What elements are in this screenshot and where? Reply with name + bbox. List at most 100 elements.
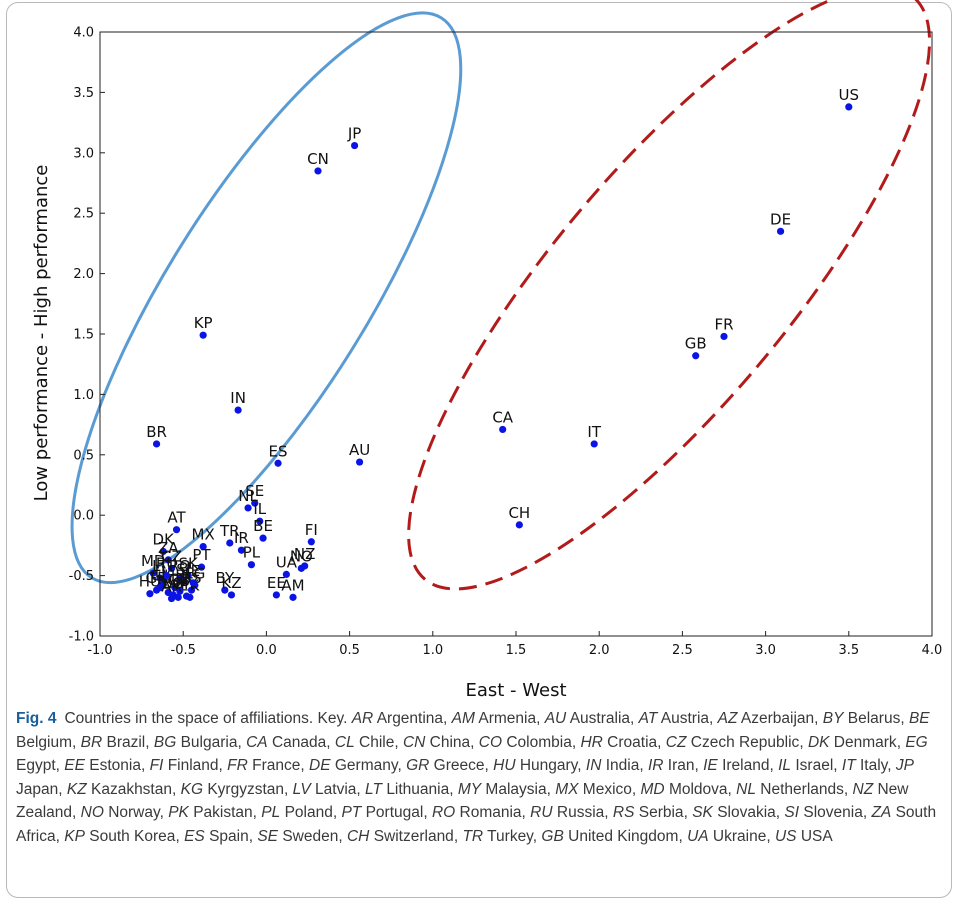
- point-label: IN: [230, 389, 246, 407]
- point-label: NO: [290, 547, 313, 565]
- key-country: Japan: [16, 780, 59, 798]
- data-point-ir: IR: [234, 529, 249, 554]
- point-label: ES: [269, 442, 288, 460]
- y-tick-label: 2.0: [73, 267, 94, 282]
- data-point-nl: NL: [238, 487, 259, 512]
- data-point-md: MD: [141, 552, 166, 577]
- key-code: GR: [406, 757, 430, 774]
- data-point-si: SI: [176, 561, 190, 586]
- data-point-cz: CZ: [161, 547, 182, 572]
- point-label: DE: [770, 210, 791, 228]
- east-group-ellipse: [70, 11, 463, 585]
- figure-label: Fig. 4: [16, 710, 57, 727]
- point-marker: [289, 593, 297, 601]
- figure-frame: [6, 2, 952, 898]
- point-label: NL: [238, 487, 258, 505]
- key-country: Denmark: [833, 733, 897, 751]
- key-country: Estonia: [89, 757, 141, 774]
- key-country: France: [252, 757, 301, 774]
- data-point-br: BR: [146, 423, 167, 448]
- data-point-dk: DK: [153, 530, 176, 556]
- key-country: Netherlands: [760, 780, 844, 798]
- x-axis-title: East - West: [465, 680, 566, 701]
- point-label: CN: [307, 150, 329, 168]
- point-label: AZ: [168, 576, 189, 594]
- caption-key: AR Argentina, AM Armenia, AU Australia, …: [16, 710, 937, 845]
- west-group-ellipse: [407, 0, 932, 591]
- point-label: PT: [192, 546, 211, 564]
- data-point-fi: FI: [305, 521, 318, 546]
- point-label: AM: [281, 576, 304, 594]
- key-code: HU: [493, 757, 516, 774]
- point-label: GB: [685, 335, 707, 353]
- key-code: MD: [640, 780, 665, 798]
- key-code: IN: [585, 757, 602, 774]
- point-label: TR: [219, 522, 240, 540]
- key-code: BY: [822, 710, 844, 727]
- key-code: CL: [334, 733, 355, 751]
- point-label: CH: [508, 504, 530, 522]
- key-code: FI: [149, 757, 164, 774]
- point-marker: [355, 458, 364, 466]
- key-code: CN: [402, 733, 426, 751]
- point-marker: [256, 517, 264, 525]
- point-label: ZA: [158, 539, 179, 557]
- key-country: Chile: [359, 733, 395, 751]
- key-country: Switzerland: [373, 827, 454, 845]
- point-label: GR: [146, 569, 168, 587]
- point-marker: [590, 440, 598, 448]
- key-code: KP: [64, 827, 85, 845]
- key-country: Austria: [660, 710, 710, 727]
- data-point-no: NO: [290, 547, 313, 572]
- data-point-cn: CN: [307, 150, 329, 175]
- x-tick-label: 3.5: [838, 643, 859, 658]
- key-country: Australia: [569, 710, 631, 727]
- point-marker: [164, 588, 172, 597]
- data-point-kp: KP: [194, 314, 213, 339]
- point-marker: [167, 564, 176, 572]
- key-code: AR: [351, 710, 374, 727]
- data-point-il: IL: [253, 500, 267, 525]
- key-code: ES: [184, 827, 205, 845]
- point-label: MD: [141, 552, 166, 570]
- axes: -1.0 -0.5 0.0 0.5 1.0 1.5 2.0 2.5 3.0 3.5 4.0 -1.0 -…: [69, 26, 943, 659]
- data-point-in: IN: [230, 389, 246, 414]
- point-label: IE: [186, 562, 200, 580]
- key-code: PK: [168, 804, 189, 821]
- point-marker: [234, 406, 242, 414]
- point-label: AU: [349, 441, 370, 459]
- key-country: Kyrgyzstan: [207, 780, 284, 798]
- x-tick-label: 1.5: [506, 643, 527, 658]
- key-country: South Korea: [89, 827, 176, 845]
- data-point-at: AT: [167, 509, 187, 534]
- point-marker: [189, 579, 197, 587]
- data-point-cl: CL: [150, 567, 170, 592]
- key-country: Poland: [284, 804, 333, 821]
- point-marker: [226, 539, 234, 547]
- key-code: SE: [257, 827, 279, 845]
- data-point-ie: IE: [186, 562, 200, 587]
- key-country: Hungary: [519, 757, 578, 774]
- data-point-ua: UA: [276, 553, 298, 578]
- key-code: ZA: [871, 804, 892, 821]
- key-code: CA: [246, 733, 268, 751]
- y-tick-label: 2.5: [73, 207, 94, 222]
- key-code: NL: [736, 780, 756, 798]
- point-label: BE: [253, 517, 273, 535]
- key-code: IT: [841, 757, 856, 774]
- point-label: BR: [146, 423, 167, 441]
- data-point-pt: PT: [192, 546, 211, 571]
- point-label: CZ: [161, 547, 182, 565]
- point-label: EE: [267, 574, 286, 592]
- key-code: IR: [647, 757, 664, 774]
- data-point-es: ES: [269, 442, 288, 467]
- x-tick-label: 1.0: [422, 643, 443, 658]
- point-label: SK: [179, 555, 200, 573]
- key-country: United Kingdom: [568, 827, 679, 845]
- point-label: CA: [492, 408, 513, 426]
- point-label: DK: [153, 530, 176, 548]
- data-point-be: BE: [253, 517, 273, 542]
- key-country: Greece: [433, 757, 485, 774]
- key-code: IL: [778, 757, 792, 774]
- x-tick-label: -1.0: [87, 643, 112, 658]
